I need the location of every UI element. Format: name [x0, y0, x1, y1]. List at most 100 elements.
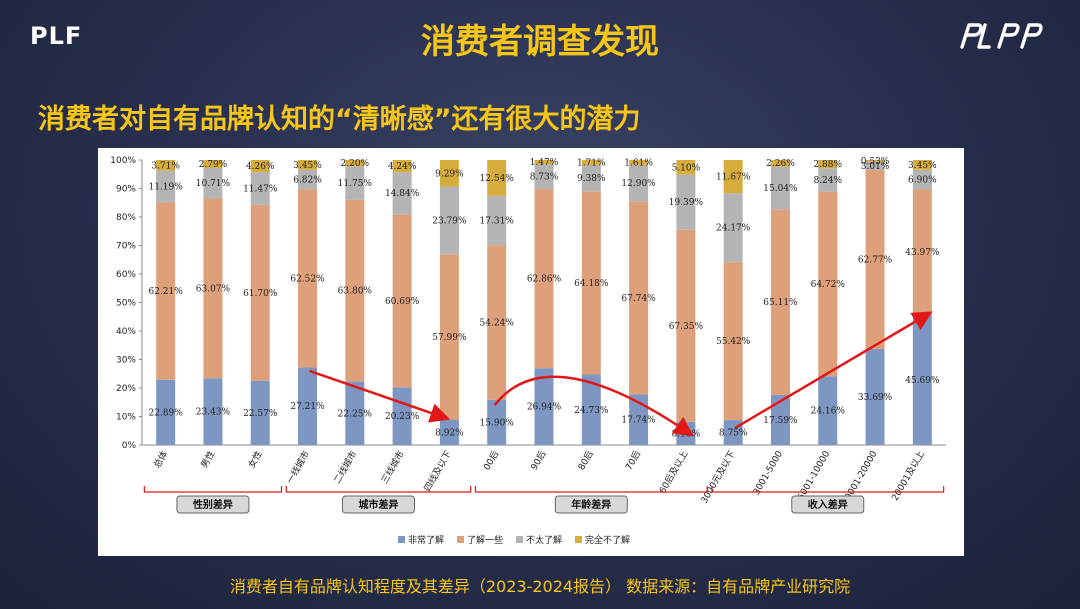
category-label: 3001-5000	[752, 449, 785, 497]
bar-segment-3	[298, 169, 318, 190]
group-label-box	[791, 495, 865, 514]
bar-segment-1	[487, 399, 507, 445]
bar-value-label: 3.01%	[861, 162, 890, 172]
bar-value-label: 63.80%	[338, 287, 373, 297]
bar-segment-3	[912, 169, 932, 190]
slide-subtitle: 消费者对自有品牌认知的“清晰感”还有很大的潜力	[38, 104, 641, 135]
y-tick-label: 10%	[116, 413, 136, 423]
y-tick-label: 40%	[116, 327, 136, 337]
bar-value-label: 6.82%	[293, 176, 322, 186]
bar-segment-1	[250, 380, 270, 445]
bar-value-label: 11.47%	[243, 184, 278, 194]
bar-segment-4	[392, 160, 412, 173]
bar-value-label: 54.24%	[480, 318, 515, 328]
bar-segment-3	[770, 166, 790, 210]
bar-value-label: 1.47%	[530, 158, 559, 168]
bar-value-label: 60.69%	[385, 297, 420, 307]
trend-arrow-city	[309, 369, 451, 423]
bar-value-label: 1.61%	[624, 158, 653, 168]
category-label: 总体	[151, 449, 170, 471]
y-tick-label: 20%	[116, 384, 136, 394]
bar-value-label: 24.17%	[716, 224, 751, 234]
bar-segment-4	[439, 160, 459, 187]
bar-value-label: 9.29%	[435, 169, 464, 179]
y-tick-label: 30%	[116, 356, 136, 366]
chart-svg: 0% 10% 20% 30% 40% 50% 60% 70% 80% 90% 100% 22.89% 6…	[110, 156, 946, 546]
bar-segment-4	[723, 159, 743, 194]
bar-segment-4	[298, 160, 318, 170]
bar-segment-3	[581, 164, 601, 192]
bar-value-label: 27.21%	[290, 402, 325, 412]
bar-value-label: 17.59%	[763, 416, 798, 426]
bar-value-label: 64.18%	[574, 279, 609, 289]
bar-segment-4	[770, 160, 790, 167]
bar-segment-1	[156, 379, 176, 445]
chart-caption: 消费者自有品牌认知程度及其差异（2023-2024报告） 数据来源：自有品牌产业…	[229, 577, 851, 596]
bar-segment-2	[629, 201, 649, 395]
bar-segment-2	[250, 204, 270, 381]
bar-segment-1	[865, 348, 885, 445]
bar-value-label: 6.90%	[908, 176, 937, 186]
bar-value-label: 63.07%	[196, 284, 231, 294]
bar-segment-2	[676, 229, 696, 422]
bar-segment-2	[439, 254, 459, 420]
group-label: 年龄差异	[571, 498, 611, 511]
bar-value-label: 22.57%	[243, 409, 278, 419]
bar-value-label: 17.31%	[480, 216, 515, 226]
bar-value-label: 33.69%	[858, 393, 893, 403]
bar-value-label: 0.53%	[861, 157, 890, 167]
bar-value-label: 24.16%	[811, 407, 846, 417]
bar-segment-4	[345, 160, 365, 167]
category-label: 20001及以上	[890, 449, 927, 503]
bar-segment-4	[676, 160, 696, 175]
y-tick-label: 70%	[116, 242, 136, 252]
bar-value-label: 20.23%	[385, 412, 420, 422]
category-label: 男性	[198, 449, 217, 471]
legend-swatch	[516, 536, 523, 543]
bar-segment-2	[298, 189, 318, 368]
bar-value-label: 11.19%	[148, 183, 183, 193]
bar-value-label: 45.69%	[905, 376, 940, 386]
bar-segment-4	[203, 160, 223, 168]
bar-segment-2	[581, 191, 601, 375]
y-tick-label: 0%	[122, 441, 137, 451]
bar-value-label: 23.79%	[432, 216, 467, 226]
bar-segment-3	[156, 170, 176, 203]
bar-segment-2	[912, 189, 932, 315]
bar-value-label: 3.45%	[908, 161, 937, 171]
bar-segment-1	[770, 394, 790, 445]
bar-segment-1	[345, 381, 365, 445]
category-label: 女性	[245, 449, 264, 471]
bar-segment-1	[439, 419, 459, 445]
bar-segment-2	[723, 262, 743, 421]
bar-value-label: 22.25%	[338, 409, 373, 419]
bar-segment-4	[818, 160, 838, 169]
bar-value-label: 17.74%	[621, 416, 656, 426]
bar-segment-4	[865, 160, 885, 162]
bar-segment-4	[156, 160, 176, 171]
bar-value-label: 62.21%	[148, 287, 183, 297]
bar-value-label: 10.71%	[196, 179, 231, 189]
bar-value-label: 43.97%	[905, 248, 940, 258]
bar-value-label: 24.73%	[574, 406, 609, 416]
bar-value-label: 57.99%	[432, 333, 467, 343]
category-label: 60后及以上	[657, 449, 690, 496]
bar-segment-3	[818, 168, 838, 192]
y-tick-label: 50%	[116, 299, 136, 309]
category-label: 一线城市	[284, 449, 312, 486]
group-bracket	[711, 486, 945, 493]
legend-label: 不太了解	[526, 534, 562, 546]
bar-segment-1	[912, 314, 932, 445]
legend-swatch	[398, 536, 405, 543]
group-label-box	[176, 495, 250, 514]
bar-value-label: 8.73%	[530, 173, 559, 183]
bar-value-label: 4.26%	[246, 162, 275, 172]
trend-arrow-age	[493, 375, 695, 437]
bar-value-label: 2.26%	[766, 159, 795, 169]
category-label: 00后	[482, 449, 502, 472]
bar-value-label: 5.10%	[672, 163, 701, 173]
bar-segment-1	[298, 367, 318, 445]
bar-value-label: 8.75%	[719, 429, 748, 439]
bar-value-label: 22.89%	[148, 408, 183, 418]
bar-segment-3	[203, 167, 223, 199]
